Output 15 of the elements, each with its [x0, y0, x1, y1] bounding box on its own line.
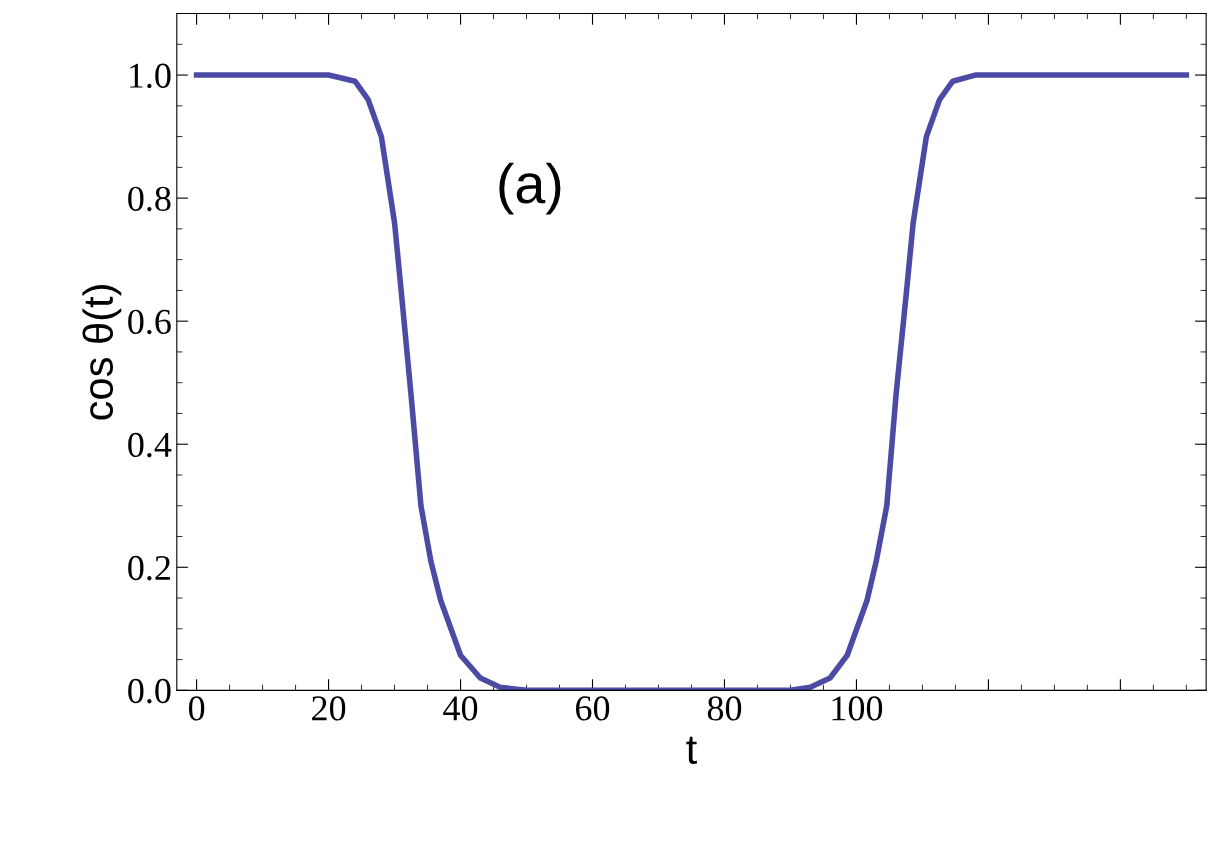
y-tick-label: 0.6 — [128, 309, 171, 335]
y-axis-title: cos θ(t) — [82, 285, 122, 420]
annotation: (a) — [499, 162, 561, 215]
x-tick-label: 20 — [312, 696, 346, 721]
x-tick-label: 0 — [188, 696, 205, 721]
x-tick-label: 60 — [576, 696, 610, 721]
y-tick-label: 0.8 — [128, 186, 171, 212]
x-tick-label: 100 — [832, 696, 883, 721]
y-tick-label: 1.0 — [129, 63, 171, 89]
y-tick-label: 0.2 — [128, 555, 170, 581]
x-tick-label: 40 — [443, 696, 478, 721]
x-axis-title: t — [686, 736, 697, 765]
y-tick-label: 0.4 — [128, 432, 172, 458]
x-tick-label: 80 — [707, 696, 742, 721]
y-tick-label: 0.0 — [128, 678, 171, 704]
